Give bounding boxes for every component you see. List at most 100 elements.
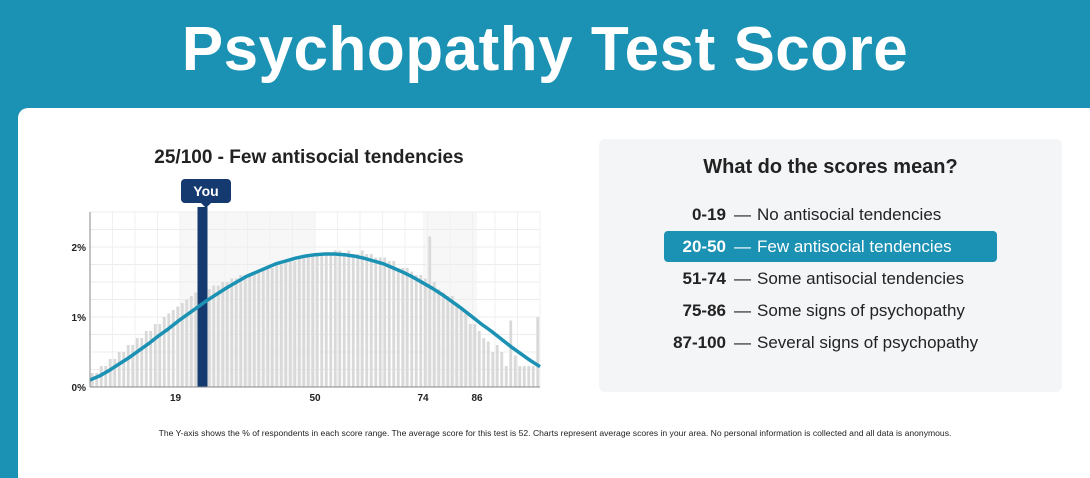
chart-bar <box>207 289 211 387</box>
chart-bar <box>239 275 243 387</box>
chart-bar <box>293 261 297 387</box>
chart-bar <box>387 261 391 387</box>
chart-bar <box>144 331 148 387</box>
chart-bar <box>140 338 144 387</box>
chart-bar <box>288 261 292 387</box>
chart-bar <box>446 296 450 387</box>
distribution-curve <box>89 252 541 382</box>
chart-bar <box>405 268 409 387</box>
legend-text: Some signs of psychopathy <box>757 301 965 320</box>
x-tick-label: 19 <box>170 393 182 404</box>
chart-bar <box>356 254 360 387</box>
chart-bar <box>428 236 432 387</box>
chart-bar <box>459 310 463 387</box>
chart-bar <box>180 303 184 387</box>
chart-bar <box>284 261 288 387</box>
chart-bar <box>113 359 117 387</box>
chart-bar <box>396 268 400 387</box>
chart-bar <box>266 268 270 387</box>
chart-bar <box>212 285 216 387</box>
chart-bar <box>401 268 405 387</box>
chart-bar <box>279 264 283 387</box>
chart-bar <box>194 292 198 387</box>
chart-title: 25/100 - Few antisocial tendencies <box>154 147 464 168</box>
chart-bar <box>342 254 346 387</box>
chart-bar <box>324 254 328 387</box>
chart-bar <box>167 313 171 387</box>
chart-bar <box>441 292 445 387</box>
chart-axes: 0% 1% 2% 19 50 74 86 <box>72 212 540 404</box>
legend-item-20-50: 20-50 — Few antisocial tendencies <box>664 231 997 262</box>
chart-bar <box>149 331 153 387</box>
legend-item-87-100: 87-100 — Several signs of psychopathy <box>664 327 997 358</box>
you-marker-badge: You <box>181 179 231 208</box>
chart-bar <box>320 254 324 387</box>
chart-bar <box>104 366 108 387</box>
chart-bar <box>257 271 261 387</box>
legend-item-51-74: 51-74 — Some antisocial tendencies <box>664 263 997 294</box>
chart-curve <box>89 252 541 382</box>
chart-bar <box>126 345 130 387</box>
chart-bar <box>531 366 535 387</box>
chart-bar <box>351 254 355 387</box>
chart-bar <box>369 254 373 387</box>
legend-range: 87-100 <box>673 333 726 352</box>
chart-bar <box>185 299 189 387</box>
chart-bar <box>477 331 481 387</box>
chart-bar <box>513 355 517 387</box>
chart-bar <box>248 275 252 387</box>
chart-bar <box>536 317 540 387</box>
chart-bar <box>230 278 234 387</box>
legend-dash: — <box>734 333 751 352</box>
chart-grid <box>89 211 541 388</box>
score-legend-panel <box>599 139 1062 392</box>
chart-bar <box>419 275 423 387</box>
chart-bar <box>153 324 157 387</box>
chart-bar <box>329 254 333 387</box>
chart-bar <box>275 264 279 387</box>
score-distribution-chart: 0% 1% 2% 19 50 74 86 <box>72 207 541 404</box>
legend-range: 75-86 <box>682 301 726 320</box>
chart-bar <box>158 324 162 387</box>
chart-bar <box>527 366 531 387</box>
chart-bar <box>117 352 121 387</box>
legend-item-75-86: 75-86 — Some signs of psychopathy <box>664 295 997 326</box>
legend-dash: — <box>734 205 751 224</box>
chart-bar <box>374 257 378 387</box>
chart-bar <box>162 317 166 387</box>
chart-bar <box>176 306 180 387</box>
x-tick-label: 74 <box>417 393 429 404</box>
chart-bar <box>297 257 301 387</box>
chart-bar <box>252 271 256 387</box>
y-tick-label: 2% <box>72 243 87 254</box>
chart-bar <box>122 352 126 387</box>
chart-bar <box>302 257 306 387</box>
chart-bar <box>270 268 274 387</box>
chart-bar <box>423 278 427 387</box>
legend-text: No antisocial tendencies <box>757 205 942 224</box>
legend-item-0-19: 0-19 — No antisocial tendencies <box>664 199 997 230</box>
chart-bar <box>509 320 513 387</box>
chart-bar <box>486 341 490 387</box>
chart-bar <box>504 366 508 387</box>
chart-bar <box>216 285 220 387</box>
chart-bar <box>468 324 472 387</box>
chart-bar <box>518 366 522 387</box>
chart-bar <box>464 313 468 387</box>
chart-bar <box>495 345 499 387</box>
chart-bar <box>500 352 504 387</box>
chart-bar <box>338 250 342 387</box>
chart-bar <box>437 289 441 387</box>
legend-dash: — <box>734 237 751 256</box>
legend-range: 51-74 <box>682 269 726 288</box>
chart-bar <box>333 250 337 387</box>
chart-bar <box>383 257 387 387</box>
chart-bar <box>491 352 495 387</box>
chart-bar <box>414 275 418 387</box>
legend-text: Few antisocial tendencies <box>757 237 952 256</box>
chart-bar <box>171 310 175 387</box>
chart-bar <box>482 338 486 387</box>
you-marker-bar <box>197 207 208 387</box>
chart-bar <box>455 303 459 387</box>
chart-bar <box>225 282 229 387</box>
